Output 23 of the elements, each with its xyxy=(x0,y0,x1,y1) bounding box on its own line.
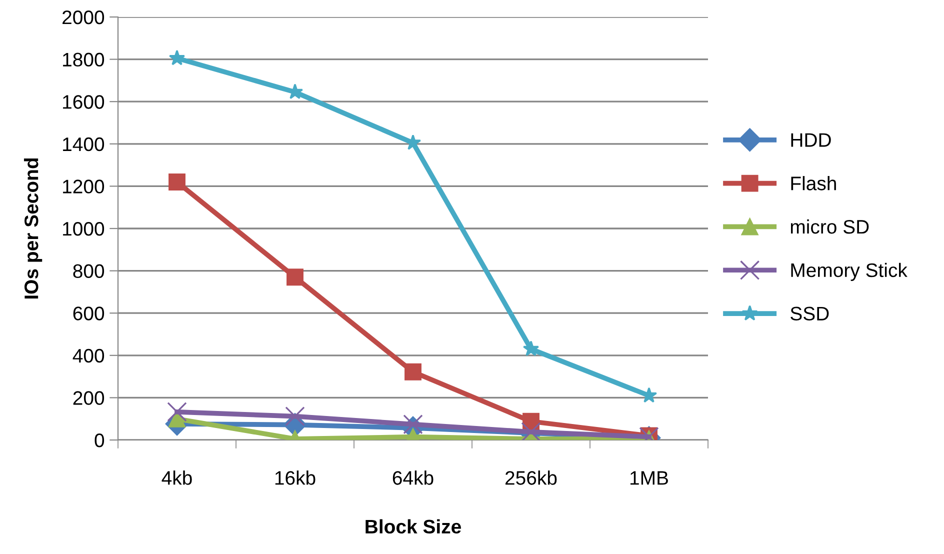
y-tick-label: 0 xyxy=(94,433,104,448)
y-tick-label: 1600 xyxy=(63,95,104,109)
x-tick-label: 4kb xyxy=(162,470,192,485)
y-tick-label: 2000 xyxy=(62,10,104,24)
y-tick-label: 1000 xyxy=(63,222,104,236)
y-tick-label: 1400 xyxy=(63,137,104,152)
x-tick-label: 1MB xyxy=(630,471,668,485)
y-tick-label: 400 xyxy=(72,348,104,363)
y-tick-label: 800 xyxy=(73,264,104,278)
x-tick-label: 16kb xyxy=(275,470,316,485)
legend-label: micro SD xyxy=(790,219,869,234)
y-tick-label: 1200 xyxy=(63,180,104,194)
x-axis-title: Block Size xyxy=(366,519,461,534)
y-tick-label: 1800 xyxy=(63,52,104,67)
x-tick-label: 64kb xyxy=(392,470,434,485)
x-tick-label: 256kb xyxy=(505,470,557,485)
y-tick-label: 200 xyxy=(73,391,104,405)
legend-label: Flash xyxy=(791,176,836,190)
legend-label: Memory Stick xyxy=(791,262,908,281)
legend-label: HDD xyxy=(791,133,831,147)
y-axis-title: IOs per Second xyxy=(24,158,42,299)
legend-label: SSD xyxy=(790,306,829,321)
y-tick-label: 600 xyxy=(73,306,104,320)
